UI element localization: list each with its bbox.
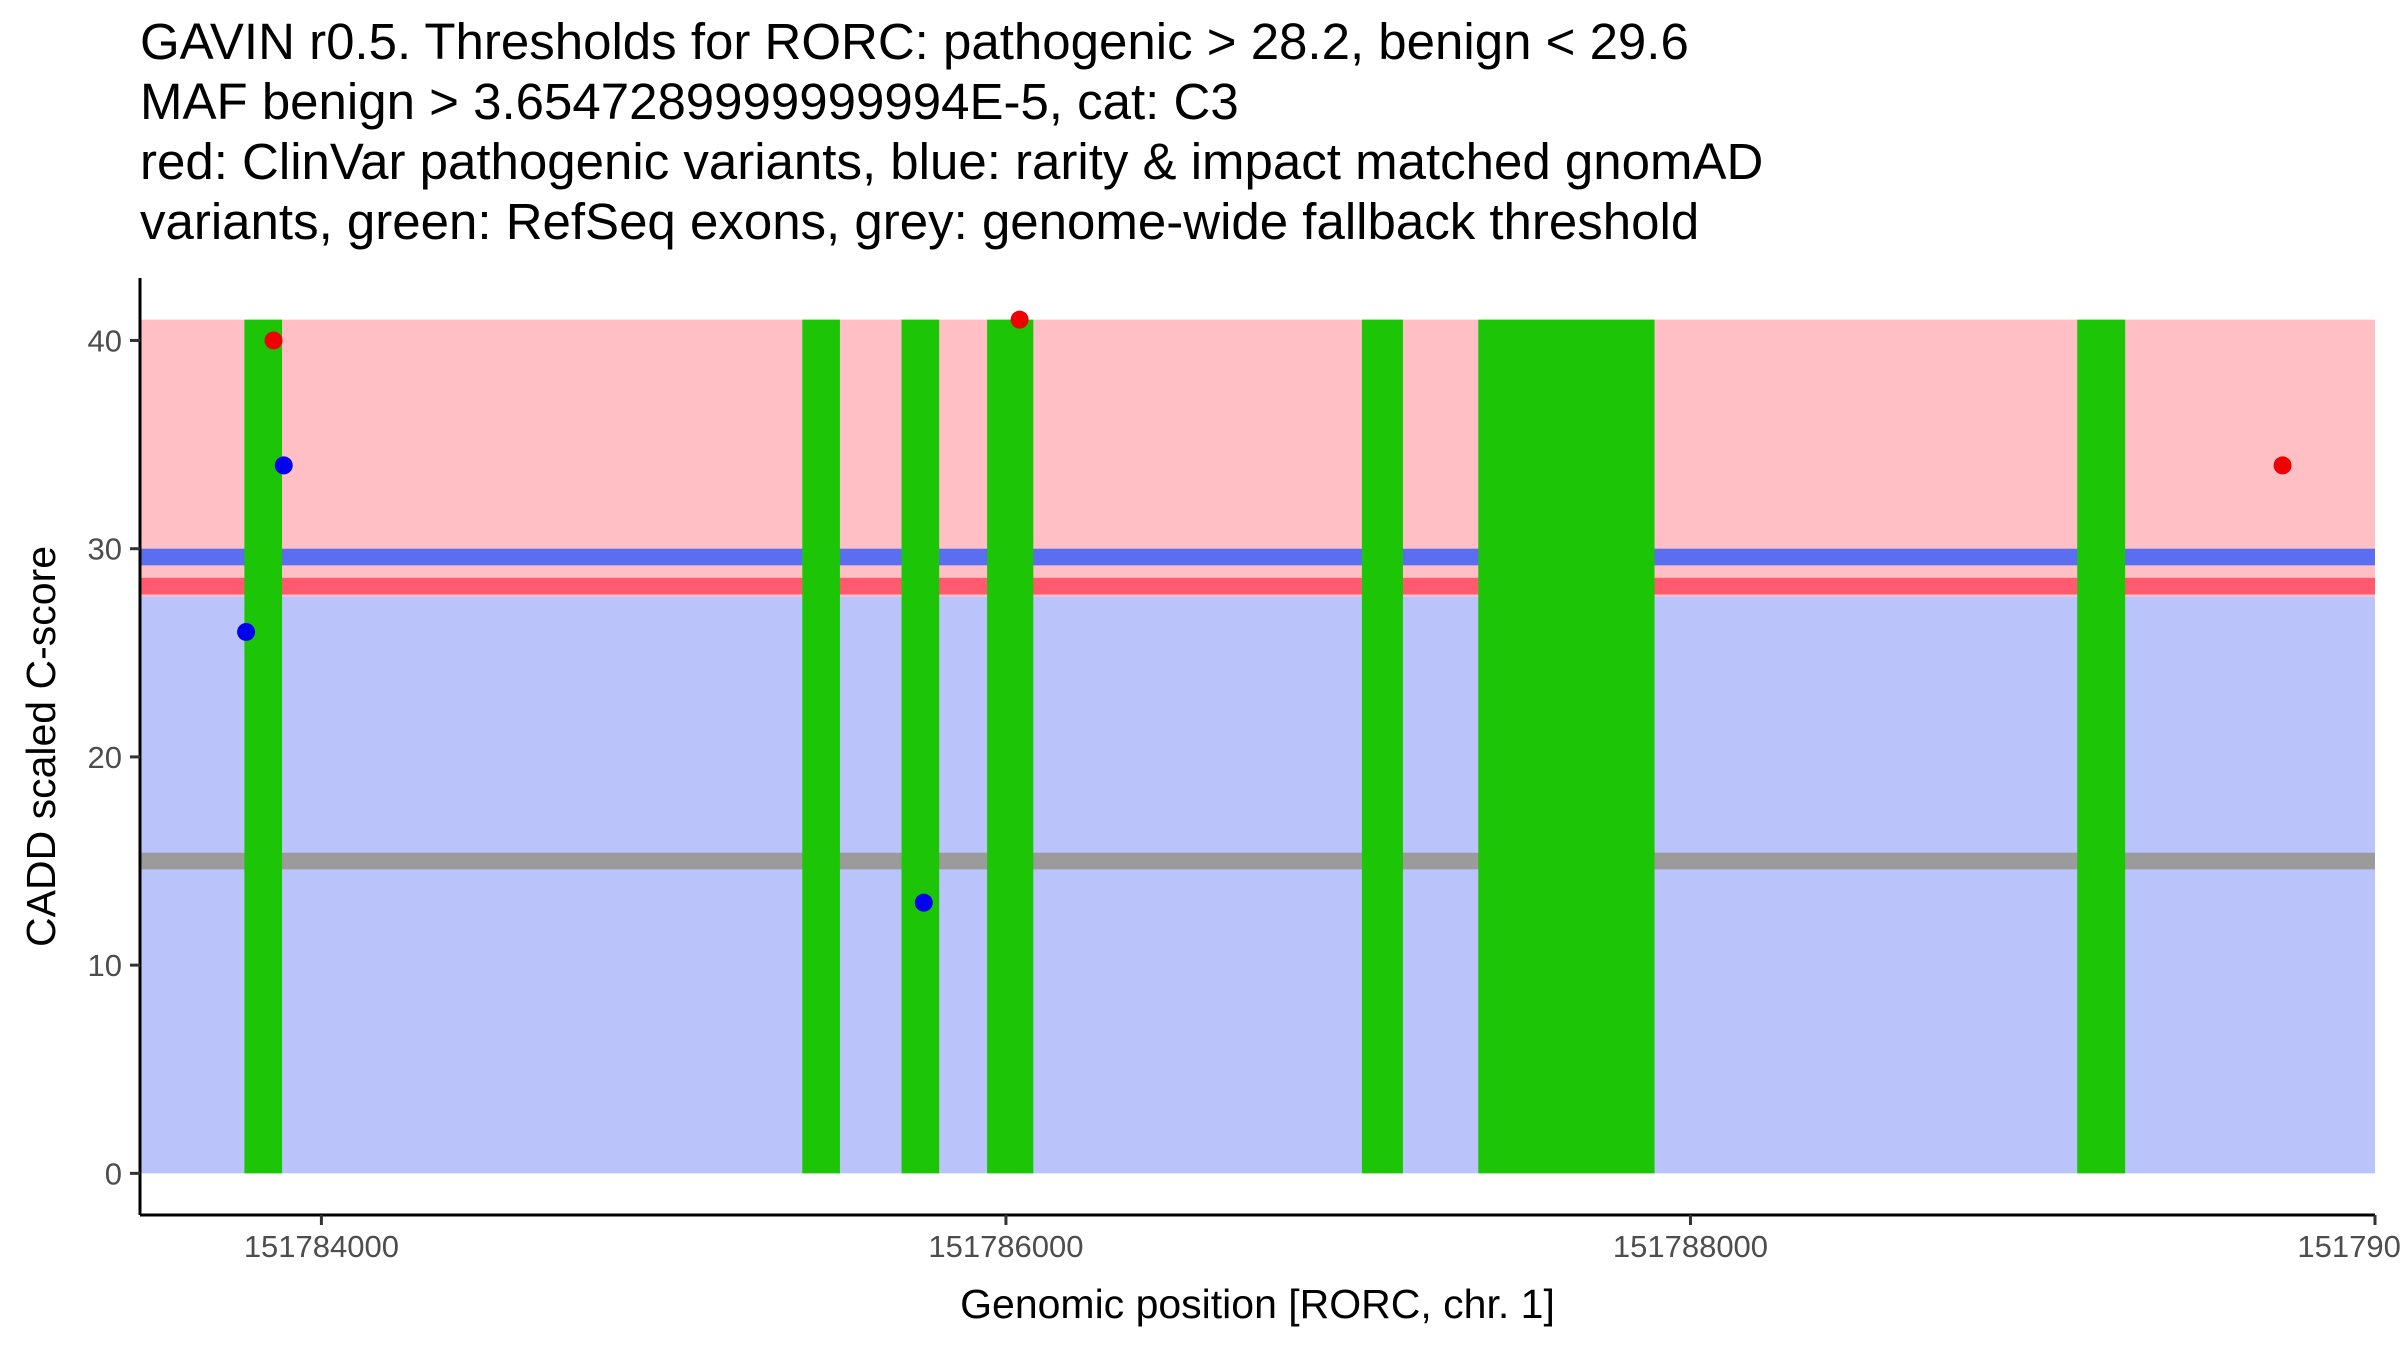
threshold-bands	[140, 548, 2375, 870]
x-axis-title: Genomic position [RORC, chr. 1]	[960, 1281, 1555, 1327]
exon-bar-3	[901, 319, 940, 1174]
pathogenic-region	[140, 319, 2375, 545]
exon-bar-5	[1361, 319, 1403, 1174]
x-tick-label-151788000: 151788000	[1613, 1229, 1768, 1264]
clinvar-point-1	[264, 331, 283, 350]
chart-title: GAVIN r0.5. Thresholds for RORC: pathoge…	[140, 12, 2380, 252]
title-line-2: MAF benign > 3.6547289999999994E-5, cat:…	[140, 73, 1239, 130]
gavin-pathogenic-threshold-band	[140, 577, 2375, 595]
gnomad-point-3	[914, 893, 933, 912]
clinvar-point-2	[1010, 310, 1029, 329]
x-tick-label-151784000: 151784000	[244, 1229, 399, 1264]
gnomad-point-2	[237, 622, 256, 641]
exon-bar-2	[802, 319, 840, 1174]
y-tick-label-10: 10	[88, 948, 122, 983]
clinvar-point-3	[2273, 456, 2292, 475]
title-line-1: GAVIN r0.5. Thresholds for RORC: pathoge…	[140, 13, 1689, 70]
y-tick-label-30: 30	[88, 532, 122, 567]
x-tick-label-151790000: 151790000	[2297, 1229, 2400, 1264]
exon-bar-6	[1478, 319, 1655, 1174]
exon-bars	[244, 319, 2126, 1174]
exon-bar-4	[987, 319, 1034, 1174]
benign-region	[140, 596, 2375, 1174]
variant-points	[237, 310, 2292, 912]
genome-wide-fallback-threshold-band	[140, 852, 2375, 870]
title-line-3: red: ClinVar pathogenic variants, blue: …	[140, 133, 1764, 190]
y-axis-title: CADD scaled C-score	[18, 546, 64, 947]
axes: 0 10 20 30 40 151784000 151786000 151788000 1517…	[88, 278, 2400, 1264]
x-tick-label-151786000: 151786000	[928, 1229, 1083, 1264]
exon-bar-1	[244, 319, 283, 1174]
exon-bar-7	[2077, 319, 2126, 1174]
title-line-4: variants, green: RefSeq exons, grey: gen…	[140, 193, 1700, 250]
y-tick-label-40: 40	[88, 323, 122, 358]
y-tick-label-20: 20	[88, 740, 122, 775]
gavin-benign-threshold-band	[140, 548, 2375, 566]
background-regions	[140, 319, 2375, 1174]
gnomad-point-1	[274, 456, 293, 475]
y-tick-label-0: 0	[105, 1156, 122, 1191]
